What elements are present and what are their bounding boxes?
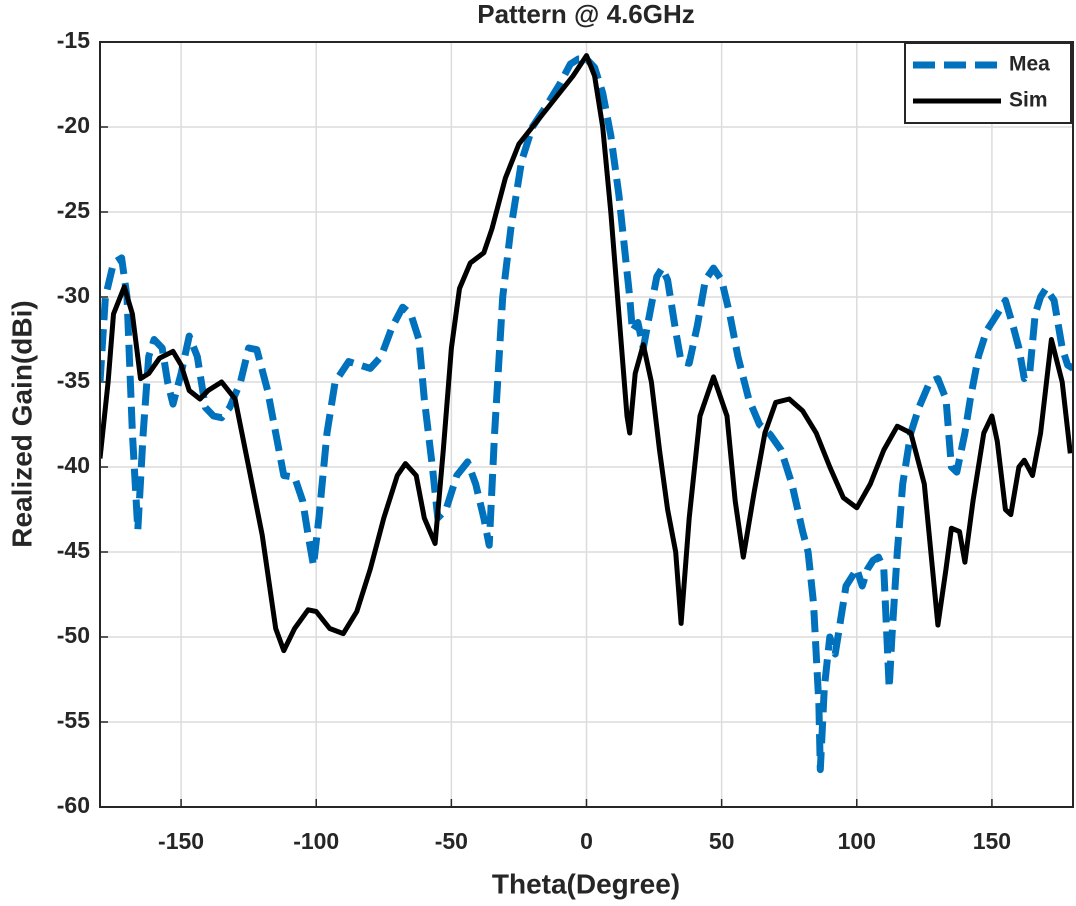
x-tick-label: -150	[158, 828, 204, 854]
x-tick-label: 0	[580, 828, 593, 854]
y-axis-label: Realized Gain(dBi)	[6, 300, 37, 547]
y-tick-label: -40	[57, 452, 90, 478]
y-tick-label: -50	[57, 622, 90, 648]
legend-box	[904, 42, 1072, 124]
y-tick-label: -25	[57, 197, 90, 223]
x-tick-label: -50	[435, 828, 468, 854]
y-tick-label: -55	[57, 707, 90, 733]
y-tick-label: -30	[57, 282, 90, 308]
legend-label: Mea	[1009, 53, 1050, 76]
y-tick-label: -20	[57, 112, 90, 138]
axes-box	[99, 41, 1074, 808]
x-tick-label: 50	[709, 828, 735, 854]
x-axis-label: Theta(Degree)	[492, 868, 680, 899]
y-tick-label: -45	[57, 537, 90, 563]
x-tick-label: -100	[293, 828, 339, 854]
legend-label: Sim	[1009, 89, 1048, 112]
y-tick-label: -15	[57, 27, 90, 53]
series-line	[100, 55, 1073, 774]
x-tick-label: 100	[838, 828, 876, 854]
series-line	[100, 53, 1073, 654]
x-tick-label: 150	[973, 828, 1011, 854]
y-tick-label: -35	[57, 367, 90, 393]
chart-title: Pattern @ 4.6GHz	[477, 0, 695, 29]
y-tick-label: -60	[57, 792, 90, 818]
